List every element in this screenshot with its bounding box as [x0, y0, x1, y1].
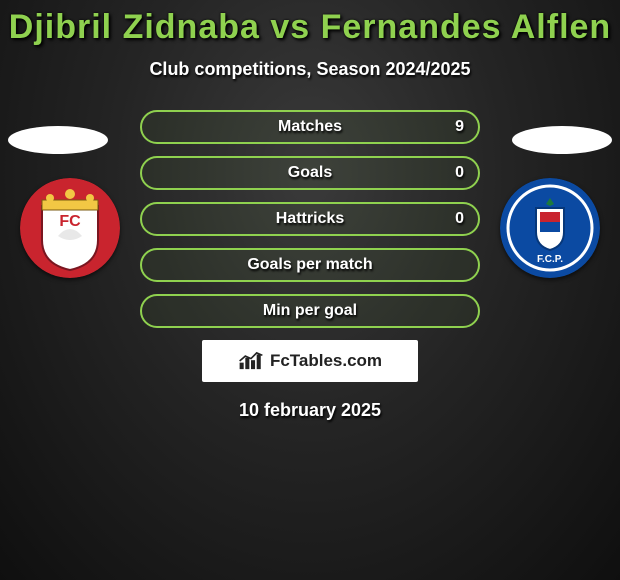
player-shadow-right [512, 126, 612, 154]
stat-row-goals: Goals 0 [140, 156, 480, 190]
date-text: 10 february 2025 [0, 400, 620, 421]
crest-left-svg: FC [20, 178, 120, 278]
stat-label: Matches [142, 118, 478, 136]
stat-label: Hattricks [142, 210, 478, 228]
stat-label: Goals [142, 164, 478, 182]
crest-right-svg: F.C.P. [500, 178, 600, 278]
stat-row-min-per-goal: Min per goal [140, 294, 480, 328]
stat-rows: Matches 9 Goals 0 Hattricks 0 Goals per … [140, 110, 480, 328]
bar-chart-icon [238, 350, 264, 372]
club-crest-left: FC [20, 178, 120, 278]
stat-row-matches: Matches 9 [140, 110, 480, 144]
brand-box: FcTables.com [202, 340, 418, 382]
brand-text: FcTables.com [270, 351, 382, 371]
subtitle: Club competitions, Season 2024/2025 [0, 59, 620, 80]
svg-text:F.C.P.: F.C.P. [537, 254, 563, 265]
comparison-block: FC F.C.P. Matches 9 Goals 0 Hattricks [0, 110, 620, 421]
stat-row-hattricks: Hattricks 0 [140, 202, 480, 236]
stat-row-goals-per-match: Goals per match [140, 248, 480, 282]
stat-label: Goals per match [142, 256, 478, 274]
stat-right-value: 0 [455, 164, 464, 182]
club-crest-right: F.C.P. [500, 178, 600, 278]
stat-right-value: 0 [455, 210, 464, 228]
stat-label: Min per goal [142, 302, 478, 320]
page-title: Djibril Zidnaba vs Fernandes Alflen [0, 0, 620, 47]
player-shadow-left [8, 126, 108, 154]
svg-text:FC: FC [59, 213, 81, 230]
stat-right-value: 9 [455, 118, 464, 136]
